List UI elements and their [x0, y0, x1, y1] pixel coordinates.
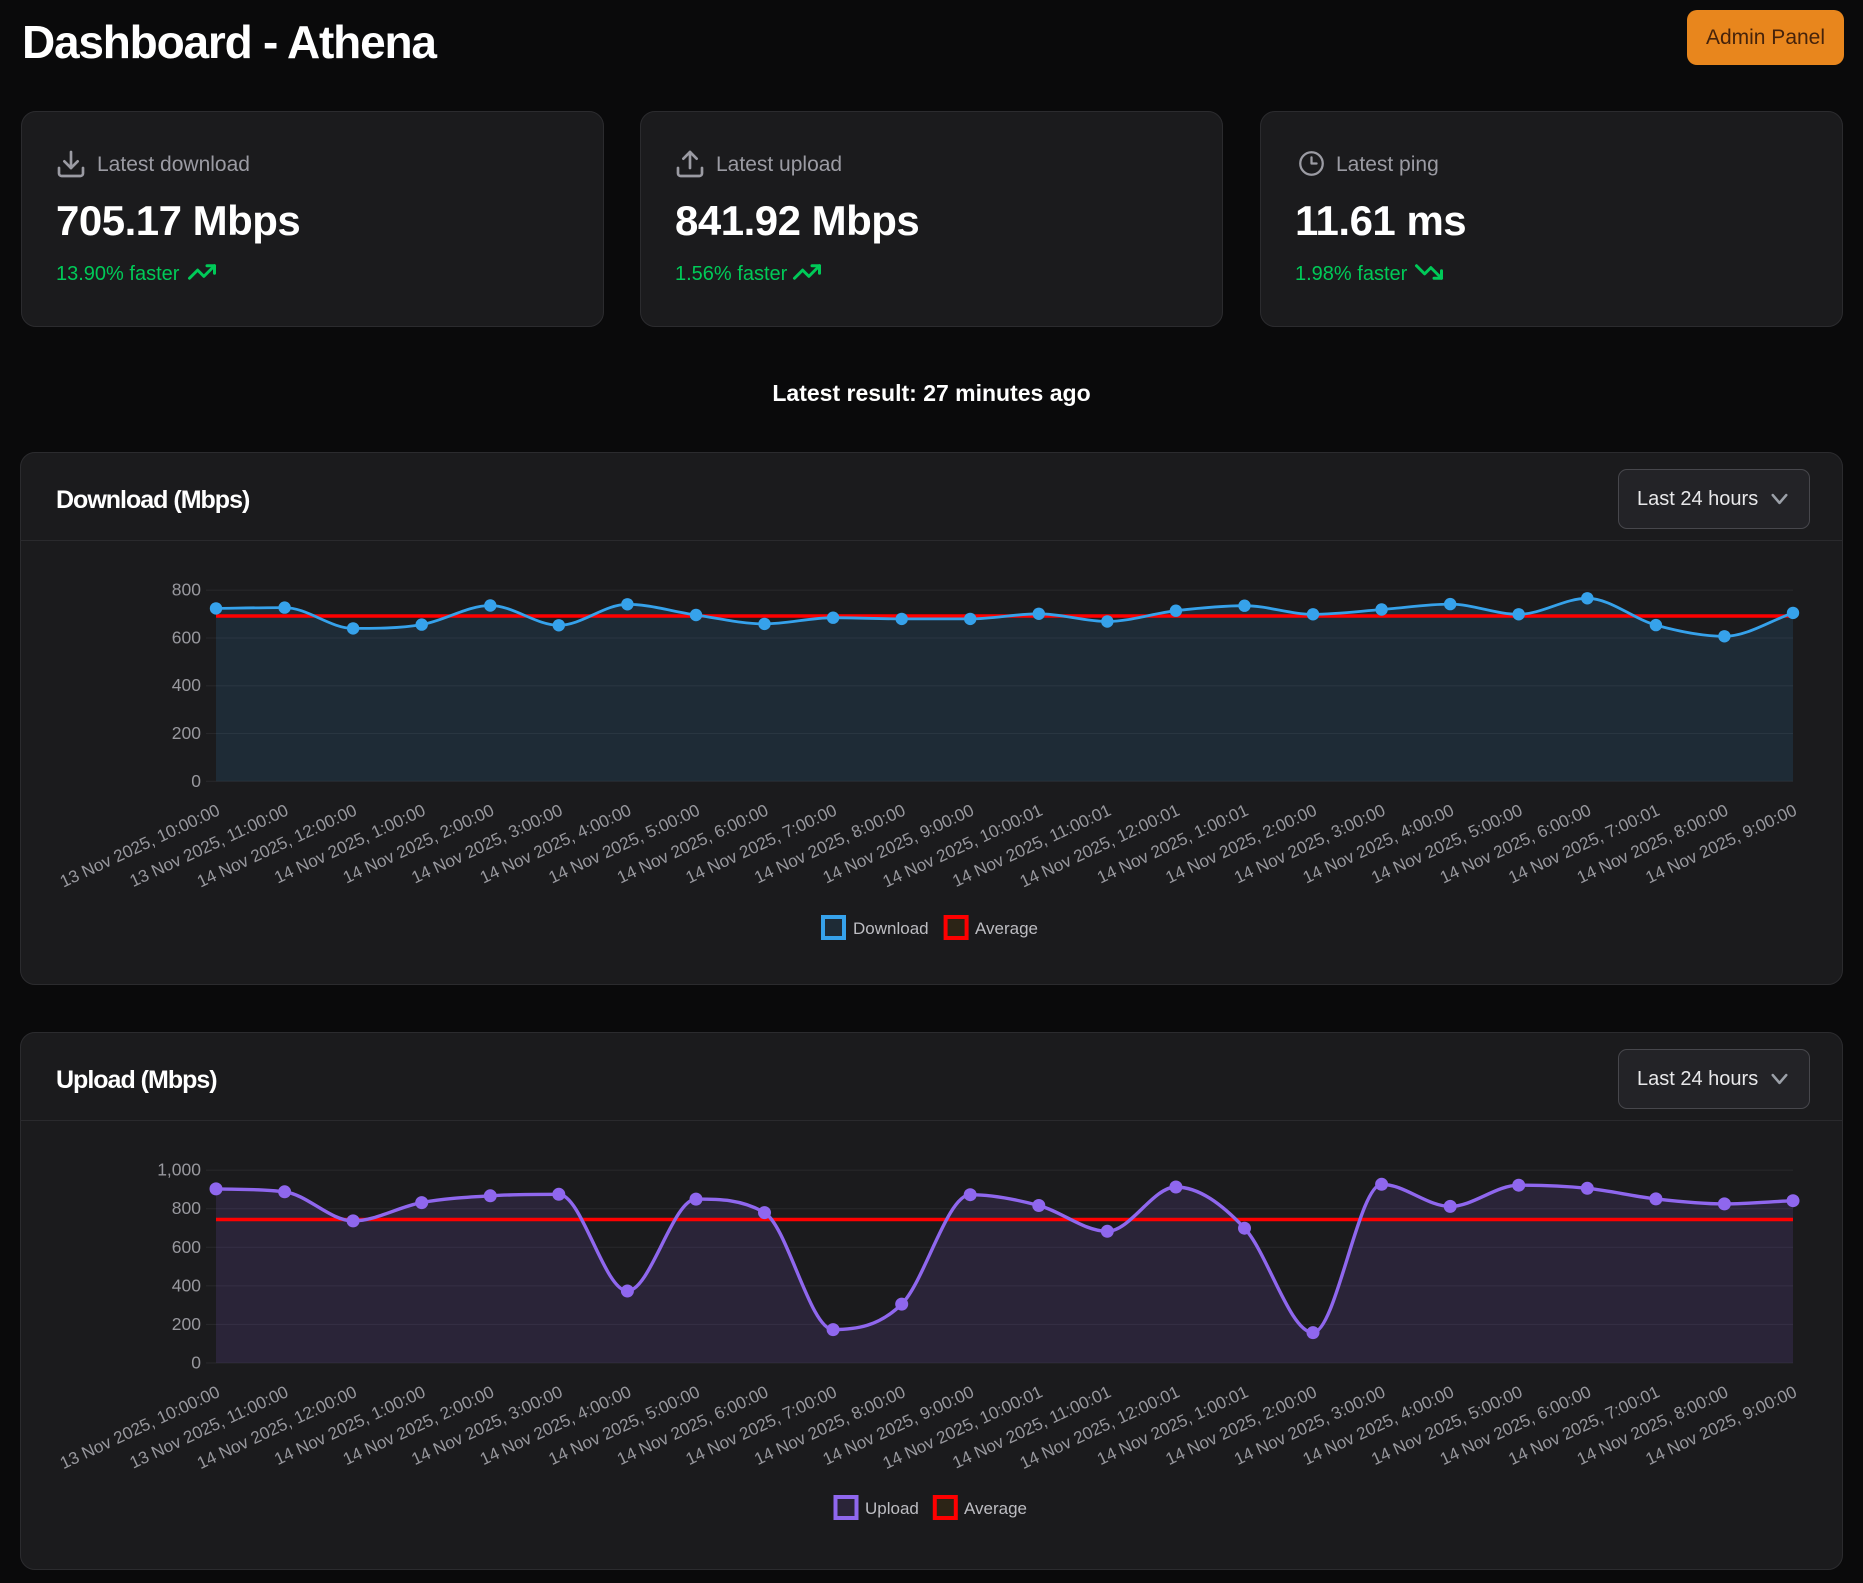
svg-text:600: 600 — [172, 628, 201, 648]
svg-text:600: 600 — [172, 1237, 201, 1257]
svg-text:Upload: Upload — [865, 1499, 919, 1518]
svg-text:800: 800 — [172, 580, 201, 600]
svg-text:200: 200 — [172, 1314, 201, 1334]
svg-text:0: 0 — [191, 771, 201, 791]
svg-text:200: 200 — [172, 723, 201, 743]
svg-text:400: 400 — [172, 675, 201, 695]
svg-text:800: 800 — [172, 1198, 201, 1218]
svg-text:1,000: 1,000 — [157, 1160, 201, 1180]
svg-text:Download: Download — [853, 919, 929, 938]
svg-text:Average: Average — [964, 1499, 1027, 1518]
svg-text:Average: Average — [975, 919, 1038, 938]
svg-text:0: 0 — [191, 1352, 201, 1372]
svg-text:400: 400 — [172, 1275, 201, 1295]
